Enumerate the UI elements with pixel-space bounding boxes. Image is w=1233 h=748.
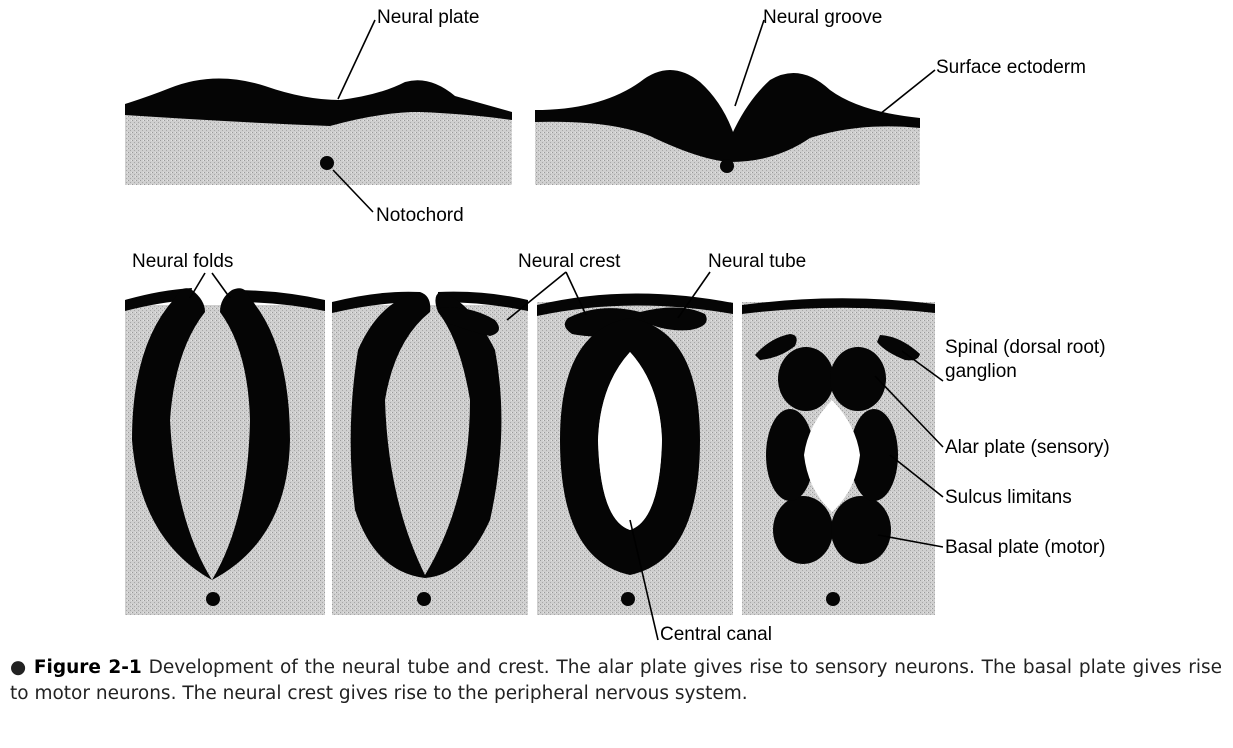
notochord-dot [826, 592, 840, 606]
central-canal-lumen [598, 352, 662, 530]
figure-caption: ● Figure 2-1 Development of the neural t… [10, 655, 1222, 707]
figure-number: Figure 2-1 [33, 657, 142, 678]
label-notochord: Notochord [376, 205, 464, 226]
surface-ectoderm-layer [332, 291, 420, 313]
label-neural-plate: Neural plate [377, 7, 479, 28]
label-sulcus-limitans: Sulcus limitans [945, 487, 1072, 508]
dorsal-root-ganglion [877, 335, 920, 361]
label-basal-plate: Basal plate (motor) [945, 537, 1106, 558]
neural-fold-shape [132, 288, 290, 580]
neural-crest-cells [640, 307, 707, 331]
neural-tube-wall [560, 318, 700, 575]
panel-neural-folds-stage [125, 288, 325, 615]
label-surface-ectoderm: Surface ectoderm [936, 57, 1086, 78]
alar-plate-shape [778, 347, 886, 411]
dorsal-root-ganglion [755, 334, 797, 360]
surface-ectoderm-layer [438, 291, 528, 311]
neural-plate-shape [125, 78, 512, 126]
label-neural-crest: Neural crest [518, 251, 621, 272]
central-canal-lumen [804, 400, 860, 512]
surface-ectoderm-layer [742, 298, 935, 314]
notochord-dot [320, 156, 334, 170]
notochord-dot [720, 159, 734, 173]
panel-neural-tube-stage [537, 293, 733, 615]
panel-neural-groove-stage [535, 70, 920, 185]
mesoderm-tissue [535, 120, 920, 185]
panel-mature-neural-tube-stage [742, 298, 935, 615]
neural-groove-shape [535, 70, 920, 162]
neural-tube-development-diagram: Neural plate Neural groove Surface ectod… [125, 7, 1110, 645]
surface-ectoderm-layer [537, 293, 733, 316]
panel-neural-plate-stage [125, 78, 512, 185]
neural-crest-cells [440, 307, 499, 336]
notochord-dot [621, 592, 635, 606]
notochord-dot [417, 592, 431, 606]
panel-folds-approaching-stage [332, 291, 528, 615]
label-neural-folds: Neural folds [132, 251, 233, 272]
label-neural-tube: Neural tube [708, 251, 806, 272]
sulcus-limitans-region [766, 409, 898, 501]
leader-lines [189, 19, 944, 641]
surface-ectoderm-layer [125, 288, 192, 311]
label-neural-groove: Neural groove [763, 7, 882, 28]
basal-plate-shape [773, 496, 891, 564]
label-spinal-ganglion-line1: Spinal (dorsal root) [945, 337, 1106, 358]
neural-fold-shape [350, 292, 502, 578]
label-central-canal: Central canal [660, 624, 772, 645]
surface-ectoderm-layer [232, 290, 325, 311]
label-spinal-ganglion-line2: ganglion [945, 361, 1017, 382]
diagram-labels: Neural plate Neural groove Surface ectod… [132, 7, 1110, 645]
caption-text: Development of the neural tube and crest… [10, 657, 1222, 704]
notochord-dot [206, 592, 220, 606]
label-alar-plate: Alar plate (sensory) [945, 437, 1110, 458]
mesoderm-tissue [125, 110, 512, 185]
bullet-icon: ● [10, 657, 28, 678]
